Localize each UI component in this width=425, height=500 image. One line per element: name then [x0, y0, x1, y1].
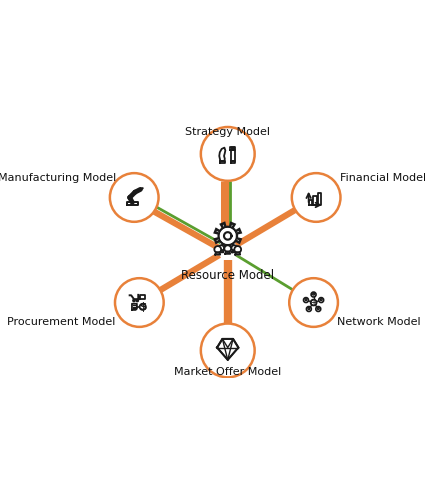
Circle shape	[218, 245, 224, 251]
Polygon shape	[219, 250, 224, 252]
Circle shape	[303, 298, 309, 302]
Polygon shape	[127, 202, 138, 204]
Circle shape	[313, 293, 314, 295]
Text: ⊕: ⊕	[309, 298, 317, 308]
Polygon shape	[232, 250, 236, 252]
Circle shape	[140, 304, 146, 310]
Polygon shape	[231, 150, 235, 161]
Circle shape	[232, 245, 237, 251]
Circle shape	[306, 306, 312, 312]
Polygon shape	[215, 223, 241, 249]
Text: Market Offer Model: Market Offer Model	[174, 367, 281, 377]
Polygon shape	[221, 228, 235, 243]
Polygon shape	[224, 232, 232, 239]
Polygon shape	[132, 304, 137, 310]
Text: Resource Model: Resource Model	[181, 269, 274, 282]
Polygon shape	[235, 252, 240, 254]
Polygon shape	[215, 252, 220, 254]
Circle shape	[133, 300, 135, 302]
Circle shape	[308, 308, 310, 310]
Polygon shape	[140, 294, 145, 299]
Text: Strategy Model: Strategy Model	[185, 127, 270, 137]
Circle shape	[319, 298, 324, 302]
Circle shape	[317, 308, 319, 310]
Circle shape	[311, 292, 316, 297]
Polygon shape	[309, 200, 312, 205]
Circle shape	[305, 298, 307, 300]
Circle shape	[129, 197, 130, 198]
Circle shape	[316, 306, 321, 312]
Text: $: $	[139, 302, 146, 312]
Polygon shape	[230, 161, 235, 164]
Text: Financial Model: Financial Model	[340, 174, 425, 184]
Circle shape	[224, 246, 231, 252]
Polygon shape	[220, 161, 225, 164]
Text: Procurement Model: Procurement Model	[7, 316, 115, 326]
Text: Network Model: Network Model	[337, 316, 420, 326]
Polygon shape	[234, 147, 235, 150]
Circle shape	[214, 246, 221, 253]
Polygon shape	[317, 192, 321, 205]
Text: Manufacturing Model: Manufacturing Model	[0, 174, 116, 184]
Polygon shape	[225, 252, 230, 254]
Polygon shape	[232, 147, 234, 150]
Circle shape	[311, 300, 317, 306]
Circle shape	[234, 246, 241, 253]
Circle shape	[136, 300, 138, 302]
Circle shape	[134, 191, 136, 194]
Polygon shape	[230, 147, 232, 150]
Polygon shape	[219, 148, 225, 161]
Polygon shape	[217, 339, 238, 360]
Circle shape	[320, 298, 322, 300]
Polygon shape	[313, 196, 317, 205]
Circle shape	[128, 196, 131, 198]
